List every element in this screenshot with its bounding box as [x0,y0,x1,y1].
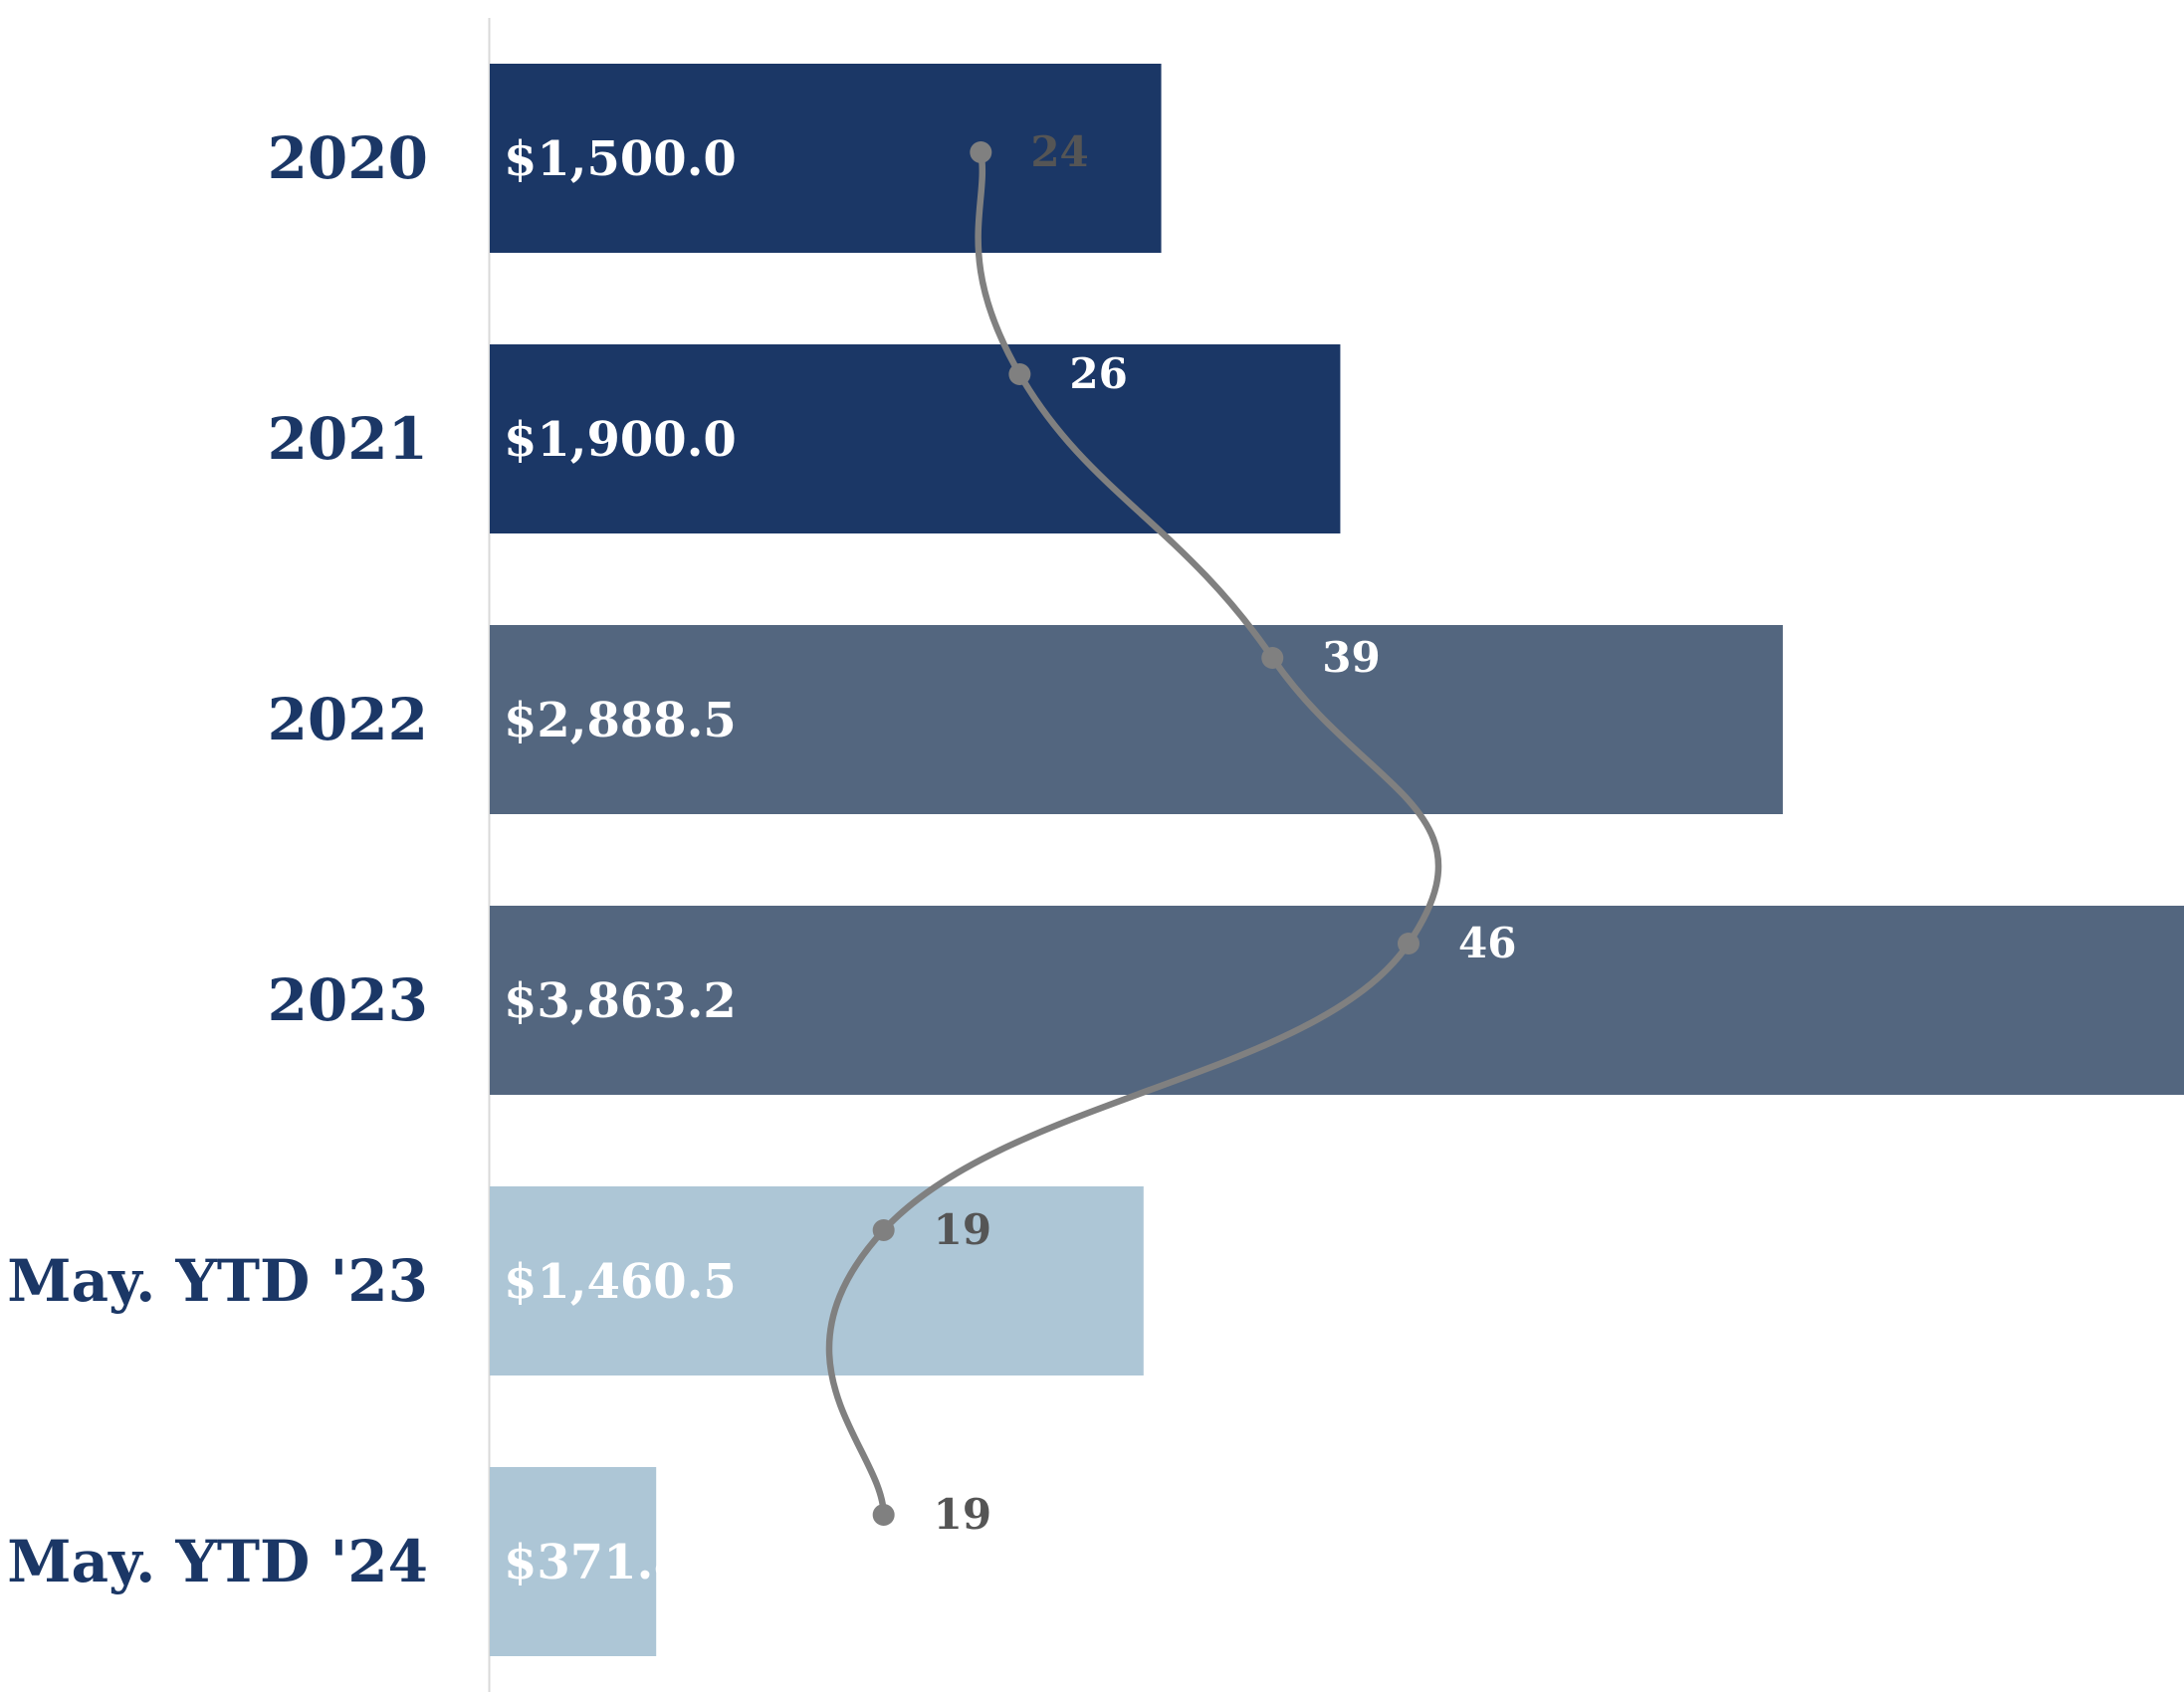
count-label: 24 [1030,127,1088,176]
bar [490,1467,657,1656]
bar [490,906,2184,1095]
category-label: May. YTD '23 [7,1247,428,1315]
count-point [1261,647,1284,669]
count-labels: 24 26 39 46 19 19 [934,127,1517,1539]
bar [490,625,1783,814]
count-label: 26 [1069,349,1127,398]
category-label: 2020 [268,124,428,192]
bar-value-label: $3,863.2 [504,973,737,1029]
bar-value-label: $2,888.5 [504,693,737,748]
bar-value-label: $1,900.0 [504,412,737,468]
bar-value-label: $1,460.5 [504,1254,737,1310]
count-label: 39 [1322,633,1380,682]
bar-value-label: $1,500.0 [504,131,737,187]
count-point [872,1219,895,1241]
bar [490,1186,1144,1375]
bar [490,64,1162,253]
count-point [872,1504,895,1526]
category-label: 2021 [268,405,428,473]
bars-layer [490,64,2184,1656]
category-labels: 2020 2021 2022 2023 May. YTD '23 May. YTD '24 [7,124,428,1595]
category-label: 2023 [268,966,428,1034]
count-label: 19 [934,1490,991,1539]
count-label: 19 [934,1205,991,1254]
count-label: 46 [1458,919,1516,967]
category-label: May. YTD '24 [7,1528,428,1595]
bar [490,344,1341,533]
count-point [1397,933,1420,954]
category-label: 2022 [268,686,428,753]
count-point [1008,363,1031,385]
count-point [970,141,992,163]
bar-value-labels: $1,500.0 $1,900.0 $2,888.5 $3,863.2 $1,460.5… [504,131,737,1590]
count-points [872,141,1420,1526]
bar-value-label: $371.8 [504,1535,687,1590]
